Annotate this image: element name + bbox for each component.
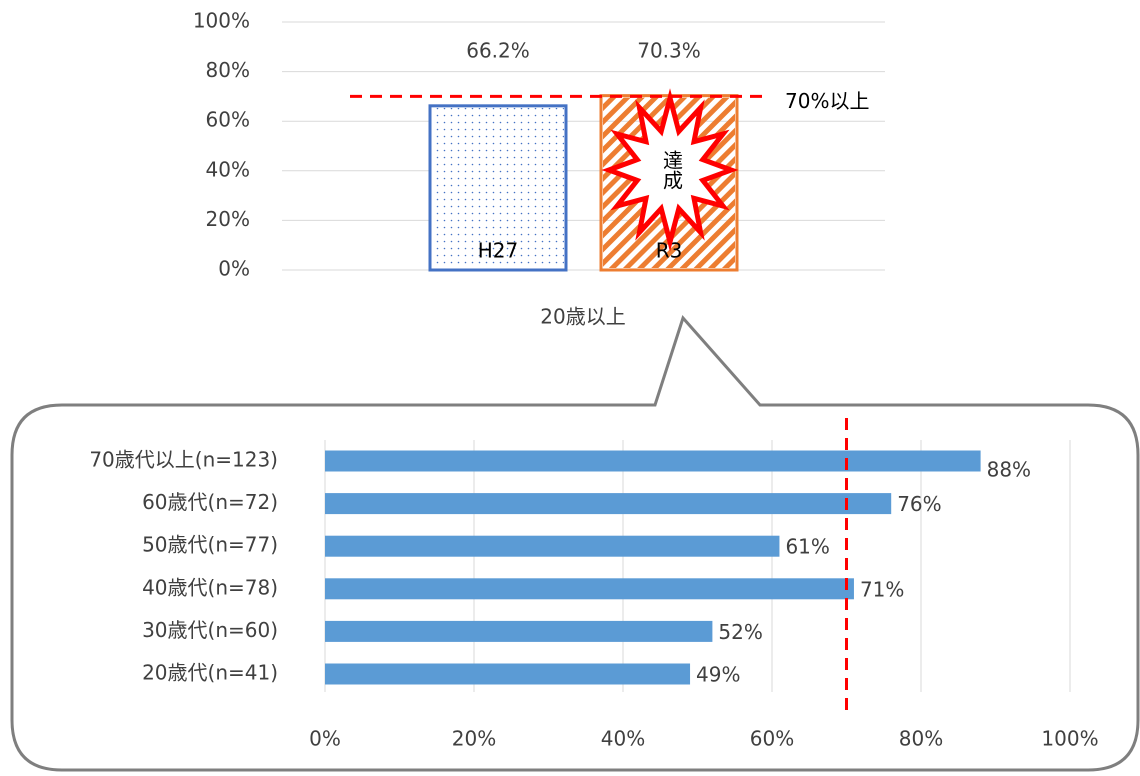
x-tick-label: 80% [899,727,943,751]
x-tick-label: 0% [309,727,341,751]
value-label: 61% [785,535,829,559]
y-tick-label: 80% [206,58,250,82]
bar [325,493,892,515]
value-label: 66.2% [466,39,530,63]
bar [325,450,981,472]
x-tick-label: 20% [452,727,496,751]
y-tick-label: 70歳代以上(n=123) [89,448,278,472]
y-tick-label: 20歳代(n=41) [142,661,278,685]
y-tick-label: 60歳代(n=72) [142,490,278,514]
x-tick-label: 20歳以上 [540,305,625,329]
starburst [601,88,739,252]
series-label: H27 [478,239,519,263]
y-tick-label: 30歳代(n=60) [142,618,278,642]
bar [325,578,854,600]
y-tick-label: 100% [193,9,250,33]
value-label: 70.3% [637,39,701,63]
value-label: 71% [860,577,904,601]
y-tick-label: 50歳代(n=77) [142,533,278,557]
value-label: 49% [696,663,740,687]
value-label: 88% [987,458,1031,482]
value-label: 76% [897,492,941,516]
bar [325,663,691,685]
y-tick-label: 20% [206,207,250,231]
value-label: 52% [718,620,762,644]
bar [325,620,713,642]
bar [325,535,780,557]
target-label: 70%以上 [785,89,869,113]
bar-pattern [432,107,564,268]
y-tick-label: 0% [218,257,250,281]
x-tick-label: 100% [1041,727,1098,751]
y-tick-label: 60% [206,108,250,132]
annotation: 達成 [660,150,684,190]
y-tick-label: 40% [206,157,250,181]
x-tick-label: 60% [750,727,794,751]
y-tick-label: 40歳代(n=78) [142,575,278,599]
x-tick-label: 40% [601,727,645,751]
